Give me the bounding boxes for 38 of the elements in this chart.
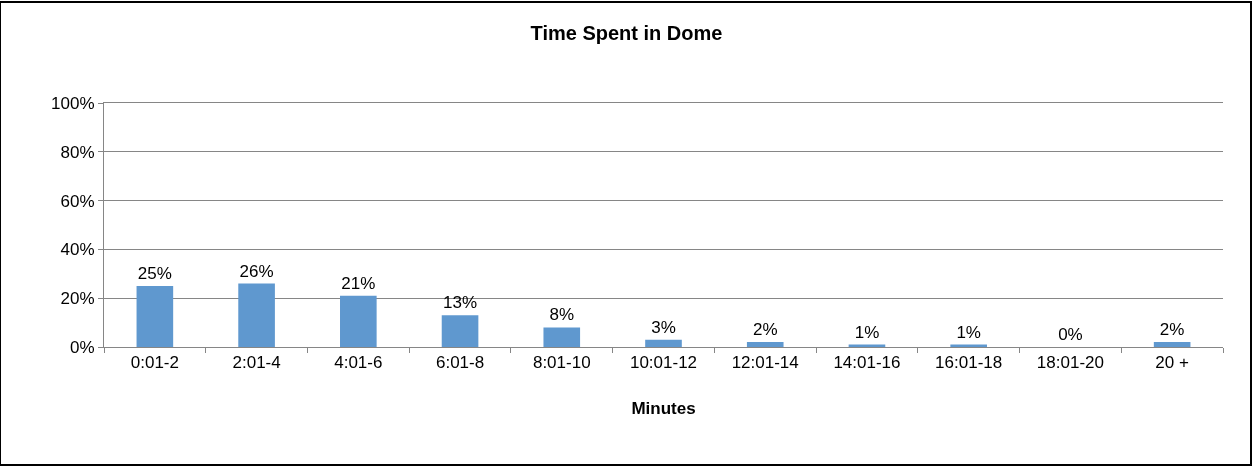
data-label: 26% (239, 261, 274, 281)
data-label: 25% (137, 264, 172, 283)
bar (238, 283, 275, 347)
x-tick-label: 18:01-20 (1036, 353, 1104, 373)
y-tick-label: 80% (60, 142, 95, 162)
y-tick-label: 0% (70, 337, 95, 357)
x-tick-label: 8:01-10 (532, 353, 591, 373)
data-label: 8% (549, 305, 575, 325)
data-label: 2% (752, 320, 778, 340)
y-tick-label: 100% (51, 93, 95, 113)
bar (645, 339, 682, 347)
x-tick-label: 12:01-14 (731, 353, 799, 373)
y-tick-label: 60% (60, 191, 95, 211)
x-tick-label: 4:01-6 (334, 353, 383, 373)
y-tick-label: 40% (60, 240, 95, 260)
data-label: 1% (956, 322, 981, 342)
x-tick-label: 16:01-18 (935, 353, 1003, 373)
data-label: 21% (341, 273, 376, 293)
bar (340, 295, 377, 347)
x-tick-label: 2:01-4 (232, 353, 281, 373)
chart-title: Time Spent in Dome (530, 22, 723, 44)
data-label: 13% (443, 293, 478, 313)
bar (543, 327, 581, 347)
x-tick-label: 14:01-16 (833, 353, 901, 373)
bar (441, 315, 479, 347)
data-label: 0% (1058, 325, 1083, 344)
data-label: 2% (1159, 320, 1185, 340)
data-label: 1% (854, 322, 880, 342)
x-tick-label: 10:01-12 (629, 353, 698, 373)
x-tick-label: 20 + (1155, 353, 1189, 373)
x-tick-label: 0:01-2 (130, 353, 179, 373)
bar (746, 342, 784, 347)
bar (136, 286, 174, 347)
data-label: 3% (651, 317, 676, 337)
x-axis-title: Minutes (631, 398, 696, 418)
x-tick-label: 6:01-8 (435, 353, 485, 373)
y-tick-label: 20% (60, 289, 95, 309)
bar (1153, 342, 1191, 347)
